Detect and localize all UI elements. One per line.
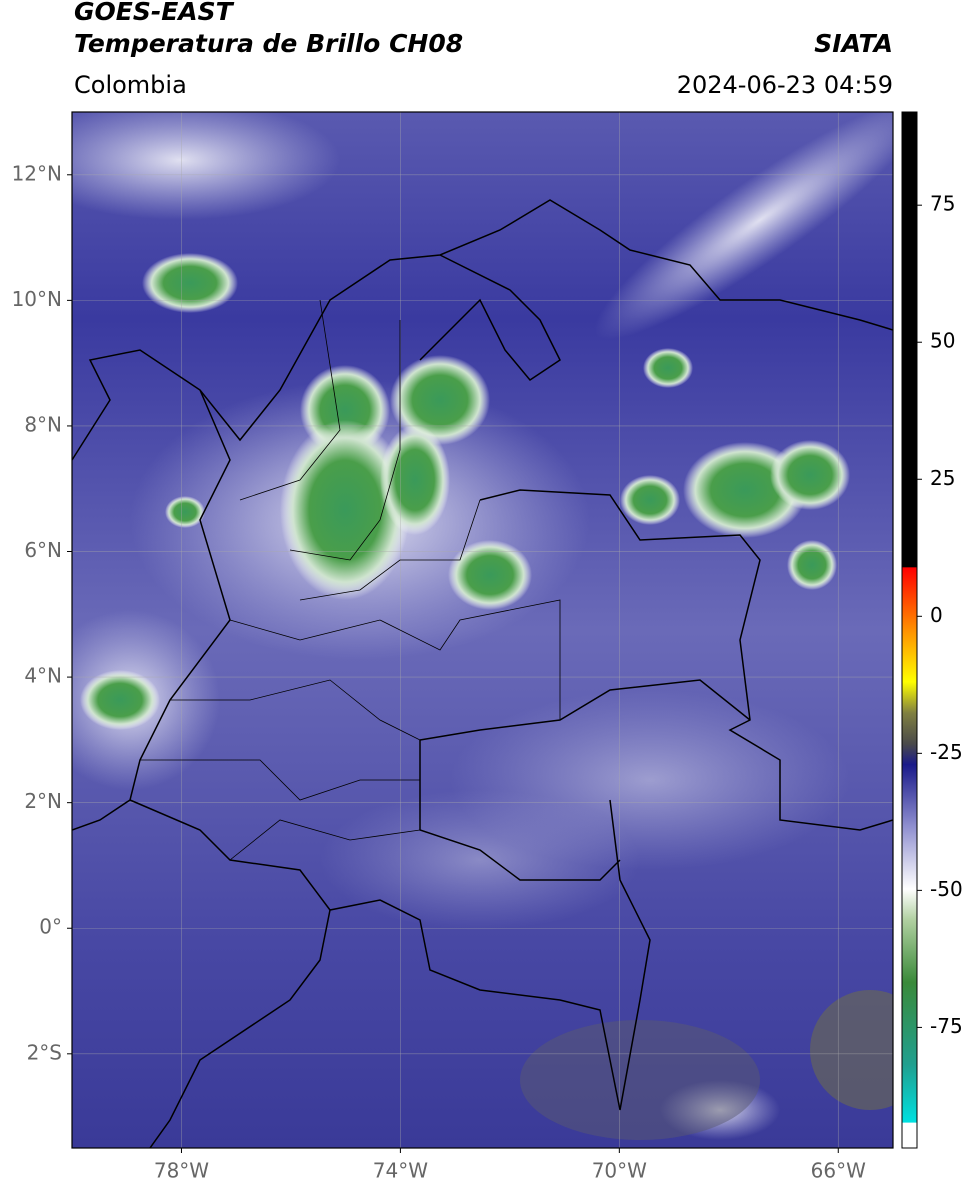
dark-area bbox=[520, 1020, 760, 1140]
y-tick-label: 6°N bbox=[24, 538, 62, 562]
timestamp: 2024-06-23 04:59 bbox=[677, 71, 893, 99]
colorbar-tick-label: -25 bbox=[930, 740, 963, 764]
colorbar-tick-label: 75 bbox=[930, 192, 955, 216]
cloud bbox=[380, 425, 450, 535]
haze bbox=[72, 112, 340, 220]
colorbar-tick-label: 50 bbox=[930, 329, 955, 353]
colorbar-tick-label: 0 bbox=[930, 603, 943, 627]
department-border bbox=[170, 679, 421, 741]
source: SIATA bbox=[814, 29, 893, 58]
cloud bbox=[142, 253, 238, 313]
department-border bbox=[239, 299, 341, 501]
y-tick-label: 2°S bbox=[27, 1040, 62, 1064]
y-tick-label: 0° bbox=[39, 915, 62, 939]
y-tick-label: 4°N bbox=[24, 664, 62, 688]
cloud bbox=[448, 540, 532, 610]
x-tick-label: 78°W bbox=[154, 1159, 209, 1183]
cloud bbox=[770, 440, 850, 510]
cloud bbox=[643, 348, 693, 388]
cloud bbox=[620, 475, 680, 525]
x-tick-label: 74°W bbox=[373, 1159, 428, 1183]
department-border bbox=[229, 599, 561, 720]
colorbar-tick-label: -75 bbox=[930, 1014, 963, 1038]
border bbox=[419, 679, 751, 741]
borders bbox=[72, 199, 893, 1148]
x-tick-label: 70°W bbox=[592, 1159, 647, 1183]
department-border bbox=[289, 320, 401, 561]
title-line1: GOES-EAST bbox=[74, 0, 235, 26]
grid bbox=[72, 112, 893, 1148]
border bbox=[419, 740, 621, 881]
cloud bbox=[390, 355, 490, 445]
y-tick-label: 2°N bbox=[24, 789, 62, 813]
cloud bbox=[80, 670, 160, 730]
border bbox=[149, 909, 331, 1148]
department-border bbox=[299, 499, 481, 601]
haze bbox=[320, 790, 640, 930]
border bbox=[419, 254, 561, 381]
region: Colombia bbox=[74, 71, 187, 99]
y-tick-label: 10°N bbox=[12, 287, 62, 311]
department-border bbox=[229, 819, 421, 861]
border bbox=[479, 489, 893, 831]
y-tick-label: 8°N bbox=[24, 412, 62, 436]
map-frame bbox=[71, 111, 894, 1149]
y-tick-label: 12°N bbox=[12, 161, 62, 185]
cloud bbox=[165, 496, 205, 528]
x-tick-label: 66°W bbox=[811, 1159, 866, 1183]
departments bbox=[140, 299, 561, 861]
colorbar bbox=[901, 111, 918, 1149]
colorbar-tick-label: 25 bbox=[930, 466, 955, 490]
title-line2: Temperatura de Brillo CH08 bbox=[74, 29, 463, 58]
border bbox=[129, 799, 651, 1111]
satellite-image bbox=[72, 112, 893, 1148]
colorbar-tick-label: -50 bbox=[930, 877, 963, 901]
dark-area bbox=[810, 990, 893, 1110]
haze bbox=[594, 112, 893, 340]
department-border bbox=[140, 759, 420, 801]
cloud bbox=[787, 540, 837, 590]
